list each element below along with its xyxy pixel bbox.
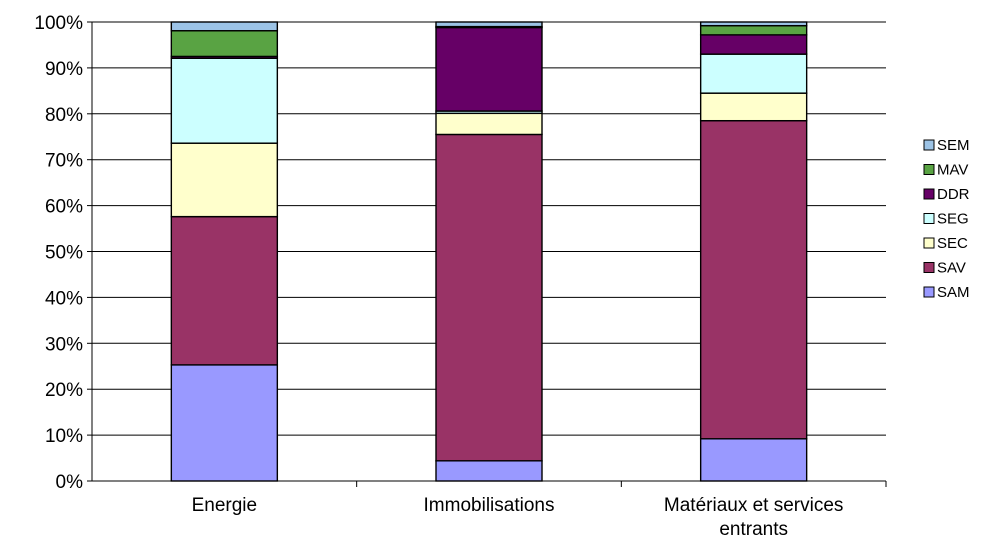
axes: [87, 21, 887, 487]
bar-segment-sav: [435, 133, 543, 462]
bar-segment-mav: [699, 24, 808, 36]
legend-swatch-sem: [923, 139, 935, 151]
bar-segment-sam: [435, 460, 543, 482]
y-tick-label: 10%: [45, 426, 83, 447]
category-label-line: Matériaux et services: [664, 495, 844, 516]
legend-swatch-sam: [923, 286, 935, 298]
bar-segment-sam: [170, 364, 279, 482]
legend-swatch-sec: [923, 237, 935, 249]
bar-segment-mav: [170, 30, 279, 58]
bar-segment-sav: [170, 215, 279, 366]
legend-label-ddr: DDR: [937, 186, 970, 203]
legend-label-sem: SEM: [937, 137, 970, 154]
bar-segment-sem: [170, 21, 279, 32]
bar-segment-sav: [699, 119, 808, 440]
bar-segment-ddr: [699, 34, 808, 55]
y-tick-label: 80%: [45, 105, 83, 126]
legend: SEM MAV DDR SEG SEC SAV SAM: [923, 137, 970, 301]
category-label-line: Energie: [192, 495, 258, 516]
bar-segment-sam: [699, 438, 808, 482]
y-tick-label: 40%: [45, 288, 83, 309]
legend-label-sec: SEC: [937, 235, 968, 252]
legend-label-seg: SEG: [937, 211, 969, 228]
legend-swatch-seg: [923, 213, 935, 224]
bar-segment-sem: [435, 21, 543, 28]
y-tick-label: 0%: [56, 472, 84, 493]
category-label: Matériaux et services entrants: [664, 495, 844, 540]
y-tick-label: 90%: [45, 59, 83, 80]
y-tick-label: 60%: [45, 197, 83, 218]
bar-segment-seg: [699, 53, 808, 94]
legend-swatch-mav: [923, 164, 935, 175]
bar-segment-sec: [170, 142, 279, 218]
bar-segment-sem: [699, 21, 808, 27]
y-tick-label: 100%: [34, 13, 83, 34]
bar-segment-sec: [435, 112, 543, 136]
bar-segment-seg: [170, 57, 279, 144]
legend-swatch-ddr: [923, 188, 935, 200]
category-labels: Energie Immobilisations Matériaux et servi…: [192, 495, 844, 540]
legend-swatch-sav: [923, 262, 935, 273]
bars: [170, 21, 808, 482]
category-label: Immobilisations: [424, 495, 555, 516]
category-label-line: Immobilisations: [424, 495, 555, 516]
bar-segment-sec: [699, 92, 808, 122]
bar-segment-ddr: [435, 26, 543, 112]
legend-label-sav: SAV: [937, 260, 966, 277]
y-tick-label: 20%: [45, 380, 83, 401]
y-tick-label: 70%: [45, 151, 83, 172]
legend-label-sam: SAM: [937, 284, 970, 301]
y-tick-label: 50%: [45, 243, 83, 264]
y-tick-label: 30%: [45, 334, 83, 355]
category-label-line: entrants: [719, 519, 788, 540]
y-tick-labels: 0% 10% 20% 30% 40% 50% 60% 70% 80% 90% 100%: [34, 13, 83, 493]
legend-label-mav: MAV: [937, 162, 968, 179]
category-label: Energie: [192, 495, 258, 516]
